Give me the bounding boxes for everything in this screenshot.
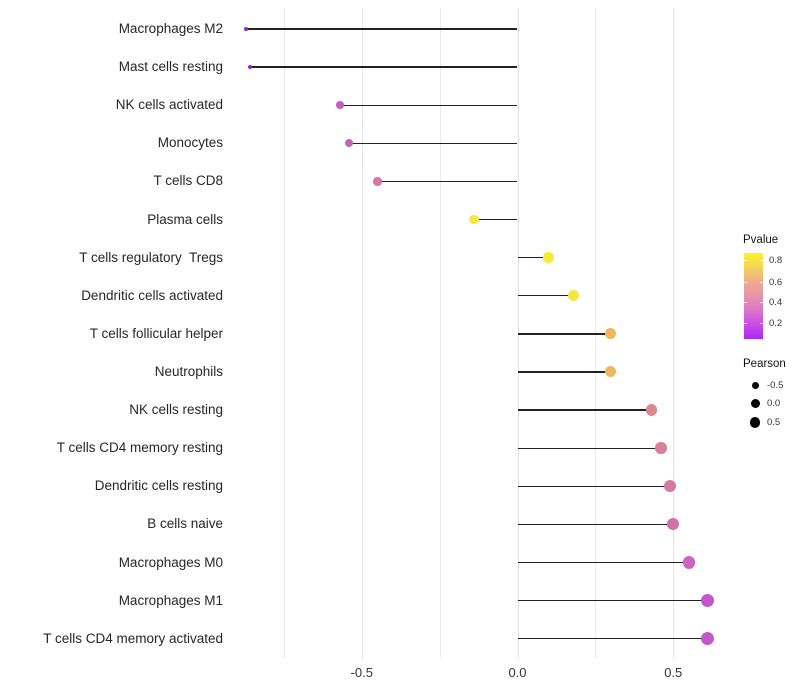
- lollipop-stem: [517, 447, 661, 449]
- pvalue-legend-tick-label: 0.6: [769, 276, 783, 288]
- y-axis-label: Plasma cells: [147, 211, 223, 227]
- pvalue-legend-title: Pvalue: [743, 234, 779, 246]
- pearson-legend-dot: [749, 417, 761, 428]
- lollipop-stem: [517, 333, 611, 335]
- lollipop-dot: [373, 177, 382, 186]
- lollipop-dot: [655, 442, 667, 454]
- y-axis-label: T cells CD4 memory resting: [56, 440, 223, 456]
- gridline-minor: [283, 8, 285, 659]
- y-axis-label: T cells follicular helper: [89, 325, 223, 341]
- lollipop-stem: [249, 66, 518, 68]
- lollipop-stem: [517, 371, 611, 373]
- y-axis-label: Neutrophils: [154, 363, 223, 379]
- pearson-size-legend: Pearson -0.5 0.0 0.5: [743, 358, 800, 438]
- pvalue-legend-tick-label: 0.4: [769, 297, 783, 309]
- y-axis-label: NK cells activated: [115, 97, 223, 113]
- y-axis-label: NK cells resting: [129, 402, 223, 418]
- y-axis-label: Macrophages M2: [118, 21, 223, 36]
- x-axis-tick-label: 0.0: [508, 665, 527, 680]
- lollipop-dot: [244, 27, 249, 31]
- lollipop-stem: [246, 28, 518, 30]
- gridline-major: [673, 8, 675, 659]
- lollipop-dot: [701, 632, 714, 646]
- pearson-legend-dot-cell: [743, 417, 767, 428]
- y-axis-label: Monocytes: [157, 135, 223, 151]
- lollipop-dot: [667, 518, 680, 531]
- gridline-major: [361, 8, 363, 659]
- lollipop-dot: [701, 594, 714, 608]
- lollipop-stem: [473, 218, 518, 221]
- lollipop-stem: [339, 104, 518, 106]
- lollipop-stem: [517, 638, 708, 640]
- gridline-minor: [439, 8, 441, 659]
- y-axis-label: Dendritic cells resting: [94, 478, 223, 494]
- y-axis-label: Macrophages M0: [118, 554, 223, 570]
- pearson-legend-entries: -0.5 0.0 0.5: [743, 376, 800, 432]
- pvalue-legend-tick-label: 0.8: [769, 254, 783, 266]
- pvalue-colorbar-tick: [744, 281, 747, 283]
- lollipop-dot: [605, 328, 617, 340]
- pvalue-legend-tick-label: 0.2: [769, 318, 783, 329]
- lollipop-stem: [517, 409, 652, 411]
- lollipop-dot: [543, 252, 554, 263]
- lollipop-stem: [517, 257, 549, 259]
- lollipop-dot: [568, 290, 580, 302]
- pearson-legend-dot: [750, 399, 760, 409]
- y-axis-label: Macrophages M1: [118, 592, 223, 608]
- pearson-legend-dot: [751, 381, 759, 389]
- pearson-legend-dot-cell: [743, 381, 767, 389]
- lollipop-stem: [517, 295, 574, 297]
- lollipop-stem: [517, 561, 689, 564]
- pvalue-colorbar-tick: [760, 259, 763, 261]
- pearson-legend-label: 0.0: [767, 398, 781, 410]
- lollipop-dot: [605, 366, 617, 378]
- x-axis-tick-label: 0.5: [664, 665, 683, 680]
- pearson-legend-title: Pearson: [743, 358, 786, 370]
- y-axis-label: T cells CD4 memory activated: [43, 630, 223, 646]
- y-axis-label: Dendritic cells activated: [81, 287, 223, 303]
- lollipop-stem: [517, 600, 708, 602]
- pvalue-colorbar-tick: [760, 323, 763, 324]
- pearson-legend-entry: 0.0: [743, 395, 800, 414]
- y-axis-label: B cells naive: [147, 516, 223, 532]
- y-axis-label: T cells regulatory Tregs: [79, 249, 223, 265]
- lollipop-dot: [664, 480, 677, 493]
- y-axis-label: Mast cells resting: [118, 59, 223, 75]
- pvalue-colorbar-tick: [744, 323, 747, 324]
- lollipop-dot: [469, 214, 479, 225]
- y-axis-label: T cells CD8: [153, 173, 223, 189]
- lollipop-dot: [345, 139, 354, 148]
- lollipop-stem: [349, 142, 518, 144]
- pvalue-colorbar-tick: [744, 302, 747, 304]
- pvalue-colorbar-tick: [760, 281, 763, 283]
- x-axis-tick-label: -0.5: [350, 665, 373, 680]
- pearson-legend-entry: 0.5: [743, 413, 800, 432]
- pearson-legend-label: -0.5: [767, 379, 784, 391]
- lollipop-dot: [336, 101, 344, 109]
- pearson-legend-label: 0.5: [767, 416, 781, 428]
- pearson-legend-entry: -0.5: [743, 376, 800, 395]
- pvalue-colorbar-tick: [760, 302, 763, 304]
- pvalue-color-legend: Pvalue 0.8 0.6 0.4 0.2: [743, 234, 800, 354]
- lollipop-stem: [517, 523, 674, 526]
- lollipop-dot: [682, 556, 696, 569]
- pvalue-colorbar: [744, 253, 763, 339]
- lollipop-stem: [517, 485, 671, 487]
- lollipop-stem: [377, 180, 518, 183]
- pvalue-colorbar-tick: [744, 259, 747, 261]
- lollipop-dot: [645, 404, 658, 416]
- lollipop-dot: [247, 65, 252, 70]
- pearson-legend-dot-cell: [743, 399, 767, 409]
